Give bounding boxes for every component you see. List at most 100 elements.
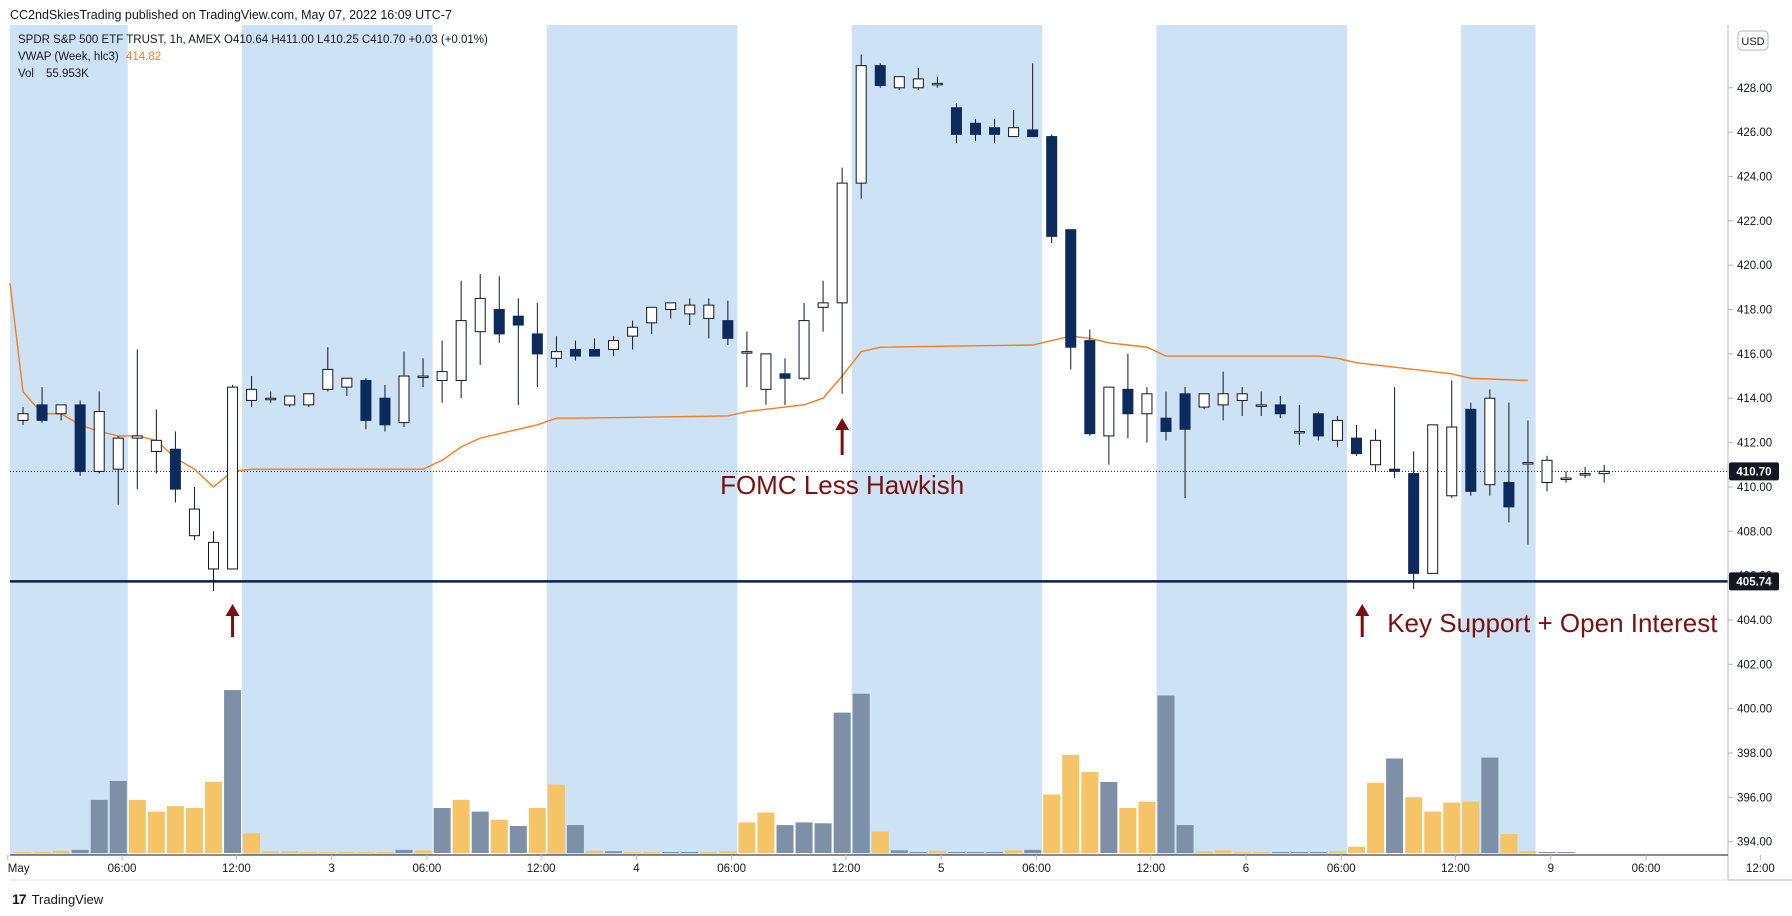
candle-body [912,78,924,89]
candle-body [760,353,772,390]
candle-body [1084,340,1096,435]
vwap-series [9,282,1528,488]
candle-body [284,395,296,406]
x-tick-label: 12:00 [222,863,251,875]
candle-body [360,379,372,421]
candle-body [1541,459,1553,483]
x-tick-label: 5 [938,863,944,875]
candle-body [55,404,67,415]
axes [10,25,1792,881]
last-price-label: 410.70 [1736,466,1771,478]
session-band [242,25,433,855]
last-price-label-bg [1729,462,1779,481]
volume-bar [319,852,337,853]
candle-body [169,448,181,490]
candle-body [341,377,353,388]
y-tick-label: 426.00 [1737,127,1772,139]
volume-bar [1195,851,1213,853]
volume-bar [1214,850,1232,853]
y-tick-label: 418.00 [1737,305,1772,317]
candle-body [208,541,219,570]
volume-bar [300,852,318,853]
publisher-line: CC2ndSkiesTrading published on TradingVi… [10,8,452,22]
candle-body [1008,127,1020,138]
candle-body [1046,136,1058,237]
volume-bar [795,822,813,853]
candle-body [779,373,791,379]
legend-vwap-value: 414.82 [126,51,161,63]
candle-body [1274,404,1286,415]
volume-bar [909,852,927,853]
candle-body [817,302,829,308]
candle-body [474,297,486,333]
candle-body [112,437,124,470]
session-band [1156,25,1347,855]
candle-body [569,348,581,357]
volume-bar [357,852,375,853]
volume-bar [1043,794,1061,853]
candle-body [17,413,29,421]
y-tick-label: 396.00 [1737,792,1772,804]
session-band [546,25,738,855]
volume-bar [1233,852,1251,853]
arrow-head [1355,604,1370,616]
volume-bar [1500,834,1518,853]
candle-body [303,393,315,406]
y-tick-label: 424.00 [1737,171,1772,183]
candle-body [36,404,48,421]
candle-body [836,182,848,304]
volume-bar [1367,782,1385,853]
y-tick-label: 428.00 [1737,83,1772,95]
x-tick-label: 9 [1548,863,1554,875]
volume-bar [814,823,832,853]
candle-body [931,82,943,86]
candle-body [1522,462,1534,465]
candle-body [1465,408,1477,492]
y-tick-label: 404.00 [1737,615,1772,627]
y-tick-label: 420.00 [1737,260,1772,272]
candle-body [950,107,962,135]
volume-bar [33,852,51,853]
currency-label: USD [1741,36,1764,48]
currency-badge[interactable]: USD [1737,30,1769,51]
x-tick-label: 4 [633,863,640,875]
candle-body [1331,419,1343,441]
candle-body [684,304,696,315]
candle-body [855,65,867,184]
candle-body [1122,388,1134,415]
volume-bar [128,799,146,853]
x-tick-label: 06:00 [1632,863,1661,875]
candle-body [1293,430,1305,434]
candle-body [512,315,524,326]
volume-bar [681,852,699,853]
candle-body [246,388,258,401]
session-bands [10,25,1536,855]
volume-bar [624,852,642,853]
candles [17,54,1610,592]
arrow-head [835,418,850,430]
volume-bar [1005,850,1023,853]
candle-body [265,397,277,401]
candle-body [1217,393,1229,406]
candle-body [1027,129,1039,138]
volume-bar [1328,851,1346,853]
legend-vwap-label: VWAP (Week, hlc3) [18,51,119,63]
x-tick-label: 12:00 [1746,863,1775,875]
candle-body [1351,437,1362,455]
legend-vol-label: Vol [18,68,34,80]
tradingview-footer[interactable]: 17 TradingView [12,891,103,907]
volume-bar [1081,772,1099,853]
x-tick-label: 12:00 [832,863,861,875]
x-tick-label: 06:00 [1327,863,1356,875]
support-price-label-bg [1729,572,1779,591]
volume-bar [528,808,546,853]
y-tick-label: 410.00 [1737,482,1772,494]
volume-bar [338,852,356,853]
candle-body [741,351,753,354]
candle-body [627,326,639,337]
volume-bar [1405,797,1423,853]
support-price-label: 405.74 [1736,576,1772,588]
vwap-line [9,282,1528,488]
volume-bar [243,833,261,853]
